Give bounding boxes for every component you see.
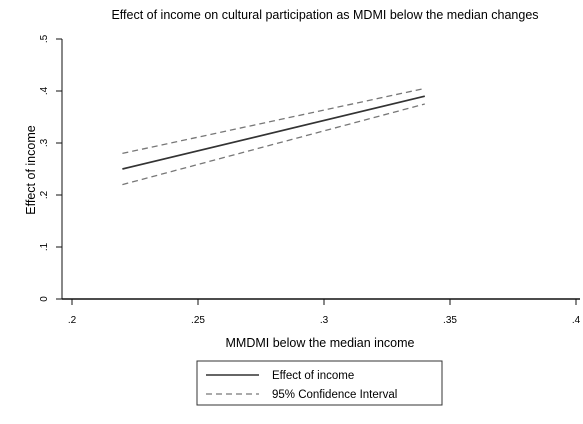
y-axis: 0 .1 .2 .3 .4 .5 — [39, 34, 63, 302]
x-axis-label: MMDMI below the median income — [226, 336, 415, 350]
y-tick-label-3: .3 — [39, 138, 50, 147]
y-axis-label: Effect of income — [24, 125, 38, 214]
legend-box — [196, 360, 443, 406]
legend-label-effect: Effect of income — [272, 370, 354, 382]
chart-title: Effect of income on cultural participati… — [111, 8, 538, 22]
y-tick-label-1: .1 — [39, 242, 50, 251]
x-tick-label-2: .3 — [320, 315, 329, 326]
x-tick-label-3: .35 — [443, 315, 457, 326]
x-axis: .2 .25 .3 .35 .4 — [62, 298, 581, 326]
legend-label-ci: 95% Confidence Interval — [272, 389, 397, 401]
effect-line — [122, 95, 425, 170]
x-tick-label-0: .2 — [68, 315, 77, 326]
y-tick-label-0: 0 — [39, 296, 50, 302]
y-tick-label-4: .4 — [39, 86, 50, 95]
x-tick-label-1: .25 — [191, 315, 205, 326]
ci-lower-line — [122, 103, 425, 186]
series-layer — [122, 87, 425, 186]
legend: Effect of income 95% Confidence Interval — [196, 360, 443, 406]
ci-upper-line — [122, 87, 425, 155]
x-tick-label-4: .4 — [572, 315, 581, 326]
y-tick-label-2: .2 — [39, 190, 50, 199]
y-tick-label-5: .5 — [39, 34, 50, 43]
